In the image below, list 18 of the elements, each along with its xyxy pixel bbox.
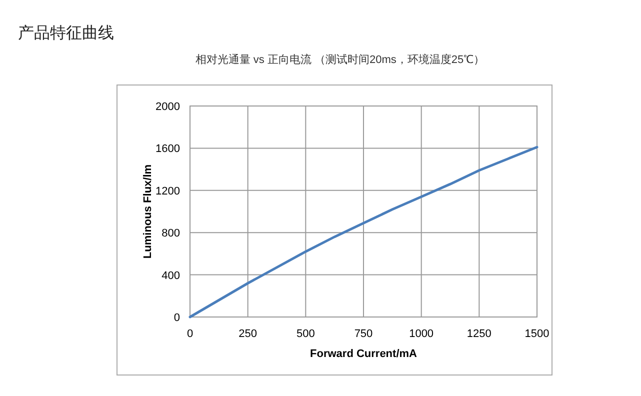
y-tick-label: 1600	[156, 143, 180, 156]
chart-subtitle: 相对光通量 vs 正向电流 （测试时间20ms，环境温度25℃）	[195, 53, 485, 66]
x-axis-title: Forward Current/mA	[310, 348, 418, 360]
y-tick-label: 800	[162, 228, 180, 240]
x-tick-label: 750	[354, 328, 373, 340]
y-tick-label: 0	[174, 312, 180, 324]
x-tick-label: 1000	[409, 328, 434, 340]
x-tick-label: 250	[238, 328, 258, 340]
x-tick-label: 500	[296, 328, 315, 340]
y-axis-title: Luminous Flux/lm	[142, 164, 154, 259]
x-tick-label: 1500	[524, 328, 550, 340]
y-tick-label: 2000	[156, 101, 180, 113]
chart-title: 产品特征曲线	[18, 24, 114, 42]
x-tick-label: 0	[186, 328, 194, 340]
line-series	[188, 146, 538, 318]
y-tick-label: 1200	[156, 185, 180, 198]
x-tick-label: 1250	[466, 328, 492, 340]
y-tick-label: 400	[162, 270, 180, 282]
